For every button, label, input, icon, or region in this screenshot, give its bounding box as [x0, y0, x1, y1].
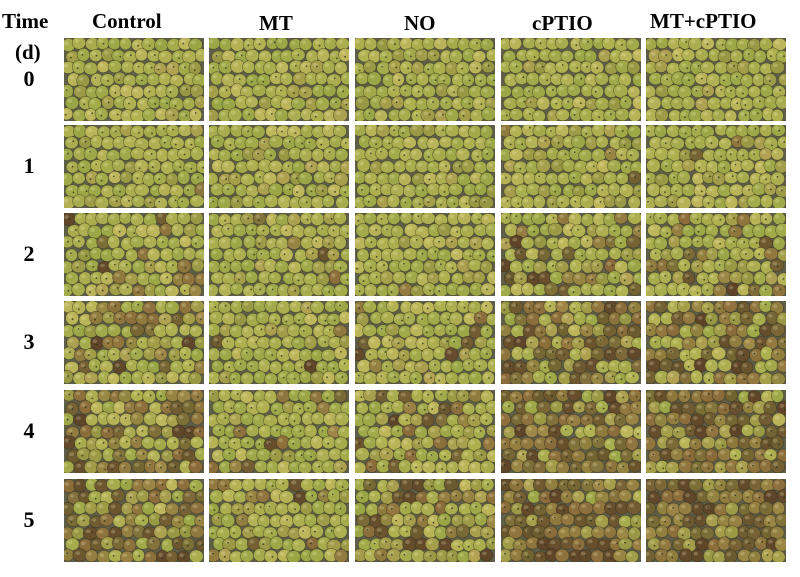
- fruit-tray-control-day-0: [64, 38, 204, 121]
- fruit-tray-control-day-4: [64, 390, 204, 473]
- fruit-tray-no-day-3: [355, 301, 495, 384]
- fruit-tray-mt-cptio-day-4: [646, 390, 786, 473]
- fruit-tray-mt-day-2: [209, 213, 349, 296]
- fruit-tray-control-day-1: [64, 125, 204, 208]
- fruit-tray-cptio-day-4: [501, 390, 641, 473]
- column-header-mt: MT: [259, 11, 293, 35]
- row-label-day-0: 0: [23, 66, 35, 91]
- fruit-tray-mt-day-4: [209, 390, 349, 473]
- fruit-tray-mt-cptio-day-5: [646, 479, 786, 562]
- fruit-tray-no-day-5: [355, 479, 495, 562]
- row-label-day-1: 1: [23, 153, 35, 178]
- fruit-tray-mt-cptio-day-1: [646, 125, 786, 208]
- fruit-tray-mt-day-3: [209, 301, 349, 384]
- fruit-tray-cptio-day-1: [501, 125, 641, 208]
- column-header-control: Control: [92, 9, 162, 33]
- fruit-tray-mt-cptio-day-0: [646, 38, 786, 121]
- fruit-tray-no-day-0: [355, 38, 495, 121]
- time-axis-label: Time: [2, 9, 49, 33]
- fruit-tray-no-day-4: [355, 390, 495, 473]
- column-header-mt-cptio: MT+cPTIO: [650, 9, 757, 33]
- time-unit-label: (d): [15, 40, 41, 64]
- column-header-no: NO: [404, 11, 436, 35]
- fruit-tray-mt-day-0: [209, 38, 349, 121]
- row-label-day-5: 5: [23, 507, 35, 532]
- fruit-tray-cptio-day-3: [501, 301, 641, 384]
- row-label-day-3: 3: [23, 329, 35, 354]
- fruit-tray-control-day-5: [64, 479, 204, 562]
- fruit-tray-cptio-day-2: [501, 213, 641, 296]
- fruit-tray-cptio-day-5: [501, 479, 641, 562]
- fruit-tray-mt-cptio-day-3: [646, 301, 786, 384]
- fruit-tray-no-day-1: [355, 125, 495, 208]
- fruit-tray-no-day-2: [355, 213, 495, 296]
- row-label-day-2: 2: [23, 241, 35, 266]
- fruit-tray-control-day-2: [64, 213, 204, 296]
- fruit-tray-control-day-3: [64, 301, 204, 384]
- row-label-day-4: 4: [23, 418, 35, 443]
- fruit-tray-mt-cptio-day-2: [646, 213, 786, 296]
- fruit-tray-mt-day-5: [209, 479, 349, 562]
- fruit-tray-mt-day-1: [209, 125, 349, 208]
- column-header-cptio: cPTIO: [532, 11, 593, 35]
- fruit-tray-cptio-day-0: [501, 38, 641, 121]
